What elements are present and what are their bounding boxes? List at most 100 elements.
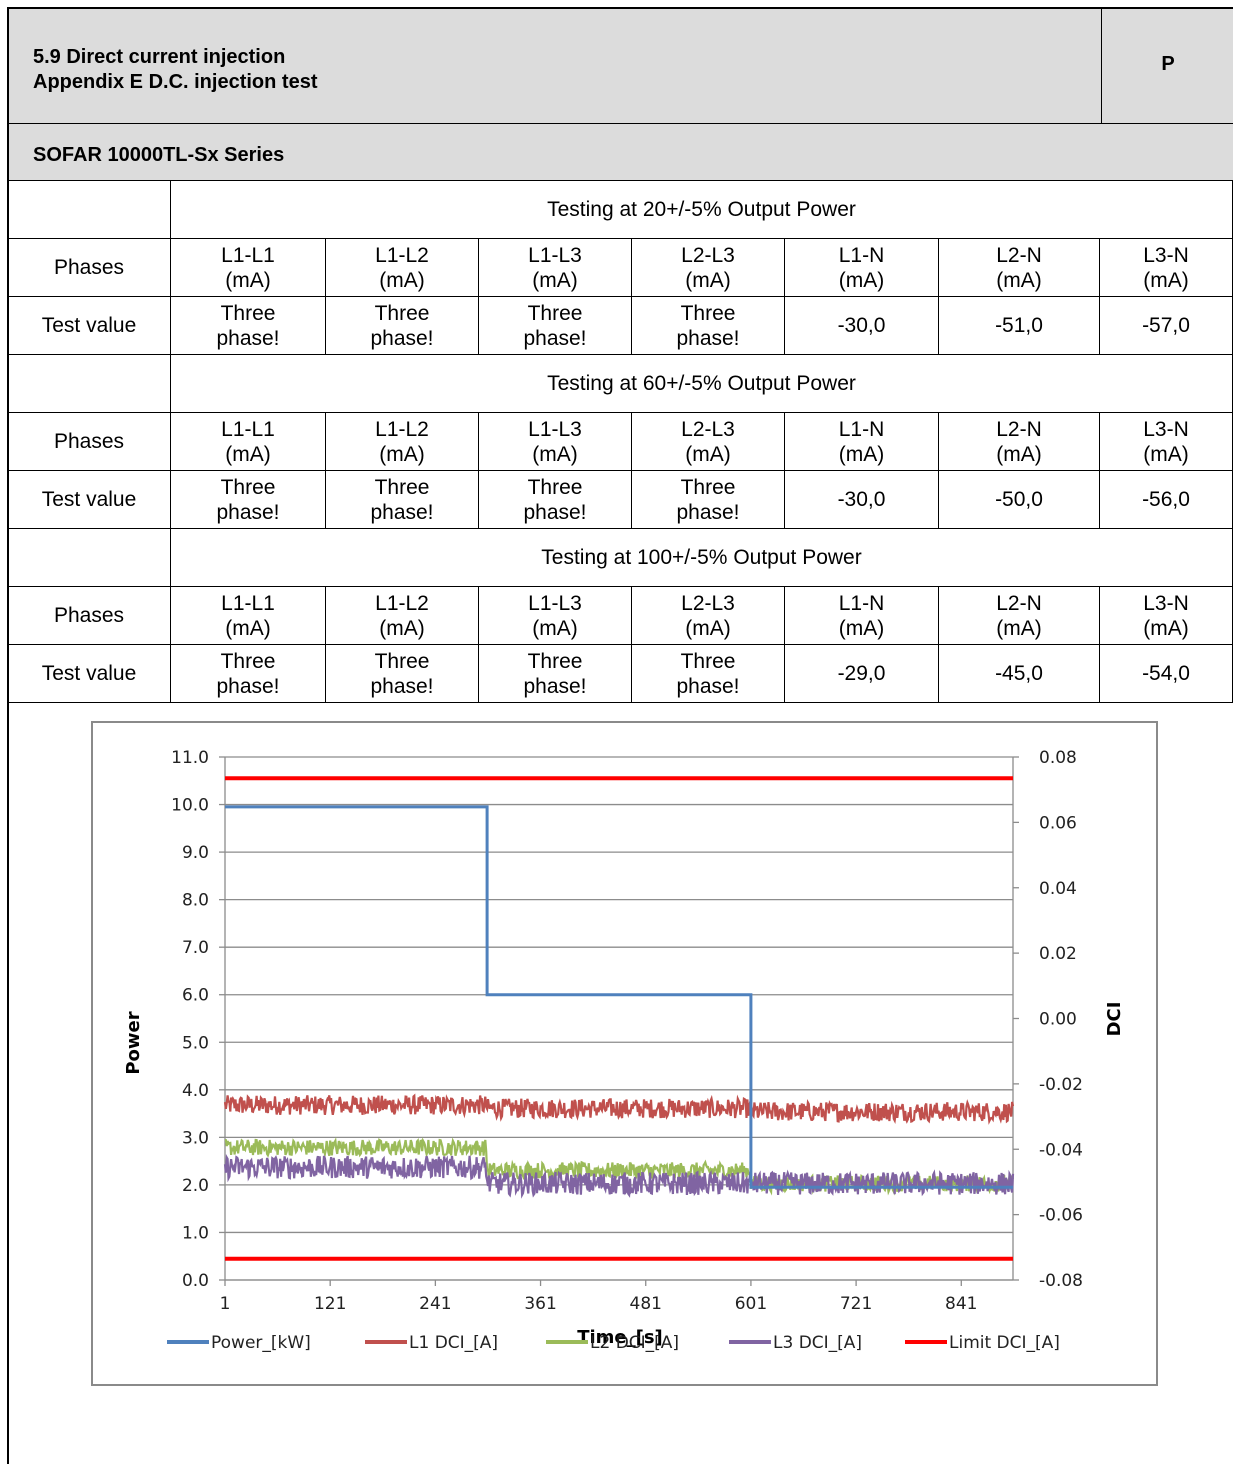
phase-header: L1-L3 (mA) [478,239,631,297]
phase-header: L1-N (mA) [784,413,938,471]
phase-header: L2-L3 (mA) [631,587,784,645]
section-title-line1: 5.9 Direct current injection [33,46,286,68]
phase-header: L1-N (mA) [784,239,938,297]
test-value-cell: Three phase! [631,645,784,703]
phase-header: L1-L1 (mA) [170,413,325,471]
y-tick-label: 0.0 [182,1271,209,1291]
power-level-heading: Testing at 100+/-5% Output Power [170,529,1233,587]
y-axis-title: Power [123,1011,144,1074]
x-tick-label: 721 [840,1294,872,1314]
y-tick-label: 3.0 [182,1128,209,1148]
test-value-cell: -51,0 [938,297,1099,355]
model-row: SOFAR 10000TL-Sx Series [7,123,1233,181]
series-power [225,805,1013,1189]
phase-header: L1-N (mA) [784,587,938,645]
test-value-cell: -29,0 [784,645,938,703]
phase-header: L3-N (mA) [1099,413,1233,471]
phases-label: Phases [7,587,170,645]
x-tick-label: 1 [220,1294,231,1314]
y2-axis-title: DCI [1104,1002,1125,1037]
y-tick-label: 2.0 [182,1176,209,1196]
y-tick-label: 7.0 [182,938,209,958]
x-tick-label: 121 [314,1294,346,1314]
phase-header: L1-L1 (mA) [170,587,325,645]
section-title: 5.9 Direct current injection Appendix E … [33,45,317,95]
phase-header: L2-L3 (mA) [631,413,784,471]
test-value-cell: -56,0 [1099,471,1233,529]
dci-chart: 0.0 1.0 2.0 3.0 4.0 5.0 6.0 7.0 8.0 9.0 10.0 11.0 -… [91,721,1158,1386]
y-tick-label: 9.0 [182,843,209,863]
phase-header: L1-L1 (mA) [170,239,325,297]
phases-label: Phases [7,239,170,297]
test-value-cell: -57,0 [1099,297,1233,355]
y2-tick-label: 0.02 [1039,944,1077,964]
test-value-label: Test value [7,297,170,355]
y-tick-label: 8.0 [182,891,209,911]
legend-label: L3 DCI_[A] [773,1333,862,1353]
dci-axis: -0.08 -0.06 -0.04 -0.02 0.00 0.02 0.04 0.06 0.08 [1012,748,1083,1291]
y2-tick-label: 0.04 [1039,879,1077,899]
y-tick-label: 4.0 [182,1081,209,1101]
phase-header: L3-N (mA) [1099,239,1233,297]
page-left-border [7,123,9,1464]
gridlines [225,756,1013,1281]
legend-label: L2 DCI_[A] [590,1333,679,1353]
section-header: 5.9 Direct current injection Appendix E … [7,7,1233,125]
phase-header: L1-L3 (mA) [478,587,631,645]
test-value-cell: Three phase! [170,471,325,529]
y2-tick-label: -0.02 [1039,1075,1083,1095]
test-value-cell: Three phase! [478,297,631,355]
test-value-cell: Three phase! [170,645,325,703]
test-value-cell: -30,0 [784,297,938,355]
phase-header: L2-N (mA) [938,239,1099,297]
legend-label: L1 DCI_[A] [409,1333,498,1353]
x-tick-label: 841 [945,1294,977,1314]
y-tick-label: 1.0 [182,1223,209,1243]
test-value-label: Test value [7,645,170,703]
phase-header: L1-L2 (mA) [325,587,478,645]
test-value-cell: -30,0 [784,471,938,529]
power-level-heading: Testing at 60+/-5% Output Power [170,355,1233,413]
y-tick-label: 11.0 [171,748,209,768]
power-level-heading: Testing at 20+/-5% Output Power [170,181,1233,239]
y2-tick-label: -0.04 [1039,1140,1083,1160]
test-value-cell: Three phase! [631,471,784,529]
x-tick-label: 481 [630,1294,662,1314]
test-value-cell: Three phase! [170,297,325,355]
legend-label: Limit DCI_[A] [949,1333,1060,1353]
series-l3-dci [223,1153,1015,1199]
model-name: SOFAR 10000TL-Sx Series [33,144,285,166]
y2-tick-label: -0.08 [1039,1271,1083,1291]
time-axis: 1 121 241 361 481 601 721 841 [220,1279,1013,1314]
phase-header: L2-L3 (mA) [631,239,784,297]
test-value-cell: Three phase! [325,645,478,703]
phase-header: L2-N (mA) [938,587,1099,645]
x-tick-label: 361 [524,1294,556,1314]
y2-tick-label: 0.08 [1039,748,1077,768]
y2-tick-label: 0.06 [1039,813,1077,833]
section-title-line2: Appendix E D.C. injection test [33,71,318,93]
test-value-cell: Three phase! [478,471,631,529]
test-value-cell: -50,0 [938,471,1099,529]
y-tick-label: 10.0 [171,796,209,816]
phase-header: L1-L3 (mA) [478,413,631,471]
x-tick-label: 601 [735,1294,767,1314]
test-value-cell: -45,0 [938,645,1099,703]
series-l1-dci [223,1093,1015,1125]
test-value-label: Test value [7,471,170,529]
verdict: P [1161,53,1175,75]
series-layer [223,776,1015,1261]
test-value-cell: Three phase! [325,471,478,529]
report-page: 5.9 Direct current injection Appendix E … [7,7,1233,1464]
legend-label: Power_[kW] [211,1333,311,1353]
phases-label: Phases [7,413,170,471]
header-divider [1101,9,1102,125]
test-value-cell: Three phase! [631,297,784,355]
phase-header: L2-N (mA) [938,413,1099,471]
y2-tick-label: -0.06 [1039,1206,1083,1226]
y-tick-label: 6.0 [182,986,209,1006]
phase-header: L1-L2 (mA) [325,239,478,297]
test-value-cell: -54,0 [1099,645,1233,703]
section-heading-blank [7,529,170,587]
y-tick-label: 5.0 [182,1033,209,1053]
